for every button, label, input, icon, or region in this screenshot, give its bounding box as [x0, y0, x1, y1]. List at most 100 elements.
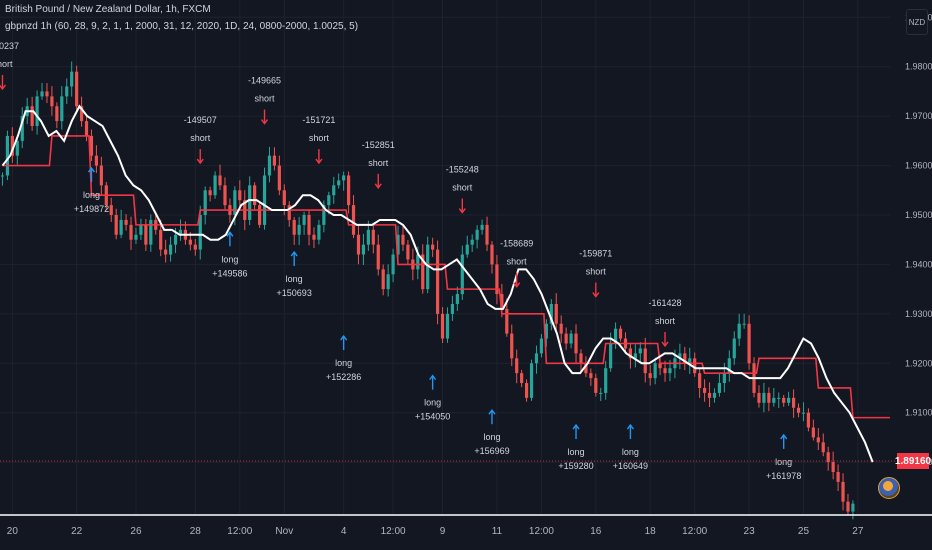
candle-body	[406, 244, 410, 260]
candle-body	[381, 269, 385, 290]
candle-body	[65, 86, 69, 97]
time-axis: 20 22 26 28 12:00 Nov 4 12:00 9 11 12:00 16 18 12:00 2…	[7, 526, 864, 537]
short-arrow-head	[196, 158, 204, 165]
candle-body	[129, 224, 133, 240]
candle-body	[742, 323, 746, 325]
long-signal-label: long	[775, 457, 792, 467]
candle-body	[346, 175, 351, 206]
long-arrow-head	[226, 231, 234, 237]
y-tick-label: 1.97000	[905, 111, 932, 121]
candle-body	[262, 175, 267, 225]
short-arrow-head	[592, 292, 600, 298]
candle-body	[431, 244, 435, 250]
candle-body	[569, 333, 573, 344]
candle-body	[257, 205, 262, 225]
long-signal-value: +149586	[212, 268, 247, 278]
short-signal-label: short	[190, 133, 211, 143]
candle-body	[485, 224, 489, 245]
candle-body	[717, 383, 722, 393]
candle-body	[806, 412, 811, 428]
candle-body	[366, 229, 370, 245]
candle-body	[223, 185, 227, 206]
short-arrow-head	[0, 84, 7, 91]
candle-body	[168, 244, 173, 255]
candle-body	[282, 190, 286, 206]
candle-body	[302, 214, 306, 225]
candle-body	[198, 214, 202, 250]
candle-body	[633, 353, 637, 359]
candle-body	[727, 358, 731, 374]
long-signal-label: long	[568, 447, 585, 457]
y-tick-label: 1.92000	[905, 358, 932, 368]
x-tick-label: 12:00	[381, 526, 406, 537]
x-tick-label: 12:00	[682, 526, 707, 537]
candle-body	[203, 190, 207, 215]
y-tick-label: 1.96000	[905, 161, 932, 171]
moving-average-line	[1, 104, 874, 463]
candle-body	[416, 254, 420, 270]
symbol-title[interactable]: British Pound / New Zealand Dollar, 1h, …	[5, 4, 211, 15]
candle-body	[668, 368, 672, 374]
long-signal-value: +156969	[474, 446, 509, 456]
candle-body	[693, 358, 697, 374]
x-tick-label: 12:00	[529, 526, 554, 537]
candle-body	[144, 224, 148, 245]
long-signal-label: long	[622, 447, 639, 457]
long-signal-value: +159280	[558, 461, 593, 471]
short-arrow-head	[513, 282, 521, 288]
x-tick-label: 23	[744, 526, 756, 537]
y-tick-label: 1.91000	[905, 408, 932, 418]
candle-body	[836, 472, 840, 482]
x-tick-label: 16	[590, 526, 602, 537]
candle-body	[480, 224, 484, 230]
candle-body	[777, 397, 781, 399]
candle-body	[50, 96, 54, 107]
candle-body	[520, 373, 524, 384]
long-signal-label: long	[286, 274, 303, 284]
trade-signals: -150237 short long +149872 -149507 short long +…	[0, 41, 801, 481]
long-signal-value: +149872	[74, 204, 109, 214]
candle-body	[178, 229, 183, 235]
logo-icon[interactable]	[878, 477, 900, 499]
candle-body	[391, 254, 395, 275]
candle-body	[787, 397, 791, 403]
long-arrow-head	[780, 433, 788, 440]
long-arrow-head	[488, 409, 496, 415]
long-signal-label: long	[221, 254, 238, 264]
candle-body	[574, 333, 578, 354]
y-tick-label: 1.98000	[905, 62, 932, 72]
y-tick-label: 1.95000	[905, 210, 932, 220]
candle-body	[109, 205, 113, 215]
candle-body	[584, 363, 588, 374]
candle-body	[851, 503, 855, 512]
short-signal-label: short	[309, 133, 330, 143]
currency-badge[interactable]: NZD	[906, 9, 928, 35]
candle-body	[796, 407, 801, 413]
x-tick-label: 27	[852, 526, 864, 537]
short-arrow-head	[374, 183, 382, 189]
short-signal-value: -158689	[500, 239, 533, 249]
candle-body	[510, 333, 514, 359]
candle-body	[564, 333, 568, 344]
candle-body	[782, 397, 786, 403]
candle-body	[238, 190, 242, 201]
candle-body	[213, 175, 217, 196]
candle-body	[60, 96, 64, 122]
short-signal-label: short	[452, 183, 473, 193]
candle-body	[722, 373, 726, 384]
short-signal-label: short	[507, 257, 528, 267]
short-signal-value: -155248	[446, 165, 479, 175]
candle-body	[79, 106, 84, 122]
candle-body	[579, 353, 583, 364]
candle-body	[435, 249, 440, 314]
candle-body	[554, 303, 558, 324]
candle-body	[841, 481, 845, 502]
candle-body	[188, 239, 192, 245]
indicator-parameters[interactable]: gbpnzd 1h (60, 28, 9, 2, 1, 1, 2000, 31,…	[5, 21, 359, 32]
long-signal-value: +161978	[766, 471, 801, 481]
candle-body	[658, 363, 662, 369]
y-tick-label: 1.93000	[905, 309, 932, 319]
candle-body	[267, 155, 272, 176]
candle-body	[628, 348, 633, 359]
